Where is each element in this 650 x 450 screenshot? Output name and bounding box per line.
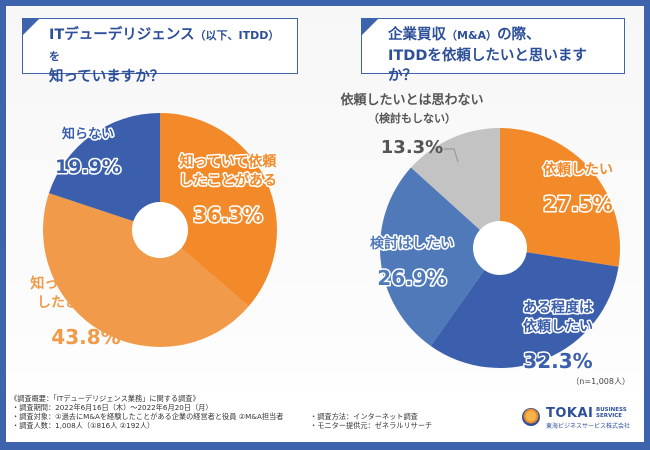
- corner-accent: [23, 19, 39, 35]
- slice-value: 19.9%: [55, 156, 121, 178]
- left-question-line1-small: （以下、ITDD）を: [49, 29, 280, 63]
- slice-label-text: 知らない: [62, 126, 114, 142]
- right-question-line1-small: （M&A）: [446, 29, 498, 42]
- slice-label: 依頼したいとは思わない （検討もしない） 13.3%: [340, 92, 483, 158]
- logo-company-name: 東海ビジネスサービス株式会社: [546, 423, 631, 430]
- left-question-line1: ITデューデリジェンス: [49, 27, 195, 43]
- slice-label-text: （検討もしない）: [368, 111, 456, 125]
- infographic-frame: ITデューデリジェンス（以下、ITDD）を 知っていますか？ 企業買収（M&A）…: [6, 6, 644, 442]
- survey-heading: 《調査概要：「ITデューデリジェンス業務」に関する調査》: [10, 394, 200, 403]
- slice-label-text: したことはない: [37, 295, 135, 311]
- slice-label: 依頼したい 27.5%: [542, 160, 615, 218]
- slice-value: 26.9%: [377, 266, 446, 290]
- slice-value: 43.8%: [51, 325, 120, 349]
- slice-label: 検討はしたい 26.9%: [369, 234, 456, 292]
- survey-item: ・モニター提供元：ゼネラルリサーチ: [310, 421, 433, 430]
- leader-line: [444, 148, 459, 163]
- slice-value: 32.3%: [523, 349, 592, 373]
- pie-slice: [500, 128, 620, 267]
- right-panel: 企業買収（M&A）の際、 ITDDを依頼したいと思いますか？: [325, 6, 644, 391]
- pie-slice: [410, 128, 500, 248]
- left-panel: ITデューデリジェンス（以下、ITDD）を 知っていますか？: [6, 6, 325, 391]
- slice-value: 27.5%: [543, 192, 612, 216]
- pie-charts: 知っていて依頼したことがある36.3%知っているが依頼したことはない43.8%知…: [30, 92, 620, 375]
- survey-item: ・調査期間：2022年6月16日（木）～2022年6月20日（月）: [12, 403, 213, 412]
- survey-item: ・調査対象：①過去にM&Aを経験したことがある企業の経営者と役員 ②M&A担当者: [12, 412, 284, 421]
- slice-label: 知らない 19.9%: [54, 125, 123, 180]
- right-question-line1: 企業買収: [388, 27, 446, 43]
- pie-slice: [380, 167, 500, 346]
- left-question-line2: 知っていますか？: [49, 69, 165, 85]
- footer: 《調査概要：「ITデューデリジェンス業務」に関する調査》 ・調査期間：2022年…: [6, 392, 644, 442]
- slice-label-text: 知っているが依頼: [30, 275, 142, 292]
- slice-value: 36.3%: [193, 203, 262, 227]
- company-logo: TOKAI BUSINESS SERVICE 東海ビジネスサービス株式会社: [522, 406, 630, 430]
- pie-slice: [42, 193, 249, 348]
- corner-accent: [362, 19, 378, 35]
- slice-label-text: 検討はしたい: [370, 235, 454, 252]
- survey-item: ・調査人数：1,008人（①816人 ②192人）: [12, 421, 155, 430]
- logo-name: TOKAI: [546, 406, 594, 421]
- donut-hole: [132, 202, 188, 258]
- sample-size-note: （n=1,008人）: [571, 377, 630, 386]
- logo-tagline: BUSINESS SERVICE: [596, 407, 627, 419]
- pie-chart-1: 知っていて依頼したことがある36.3%知っているが依頼したことはない43.8%知…: [30, 113, 279, 349]
- pie-chart-2: 依頼したい27.5%ある程度は依頼したい32.3%検討はしたい26.9%依頼した…: [340, 92, 620, 375]
- right-question-line2: ITDDを依頼したいと思いますか？: [388, 48, 587, 84]
- slice-label-text: 依頼したい: [523, 318, 593, 335]
- slice-label-text: したことがある: [179, 172, 277, 189]
- pie-slice: [48, 113, 160, 230]
- pie-slice: [160, 113, 278, 307]
- logo-emblem-icon: [522, 408, 540, 426]
- right-question-line1-rest: の際、: [497, 27, 541, 43]
- donut-hole: [473, 221, 527, 275]
- slice-label-text: 依頼したいとは思わない: [340, 92, 483, 108]
- slice-label-text: ある程度は: [523, 299, 593, 316]
- survey-item: ・調査方法：インターネット調査: [310, 412, 418, 421]
- slice-label-text: 依頼したい: [543, 161, 613, 178]
- pie-slice: [430, 248, 619, 369]
- slice-value: 13.3%: [381, 137, 443, 158]
- right-question-box: 企業買収（M&A）の際、 ITDDを依頼したいと思いますか？: [361, 18, 625, 84]
- left-question-box: ITデューデリジェンス（以下、ITDD）を 知っていますか？: [22, 18, 298, 85]
- slice-label-text: 知っていて依頼: [180, 153, 278, 170]
